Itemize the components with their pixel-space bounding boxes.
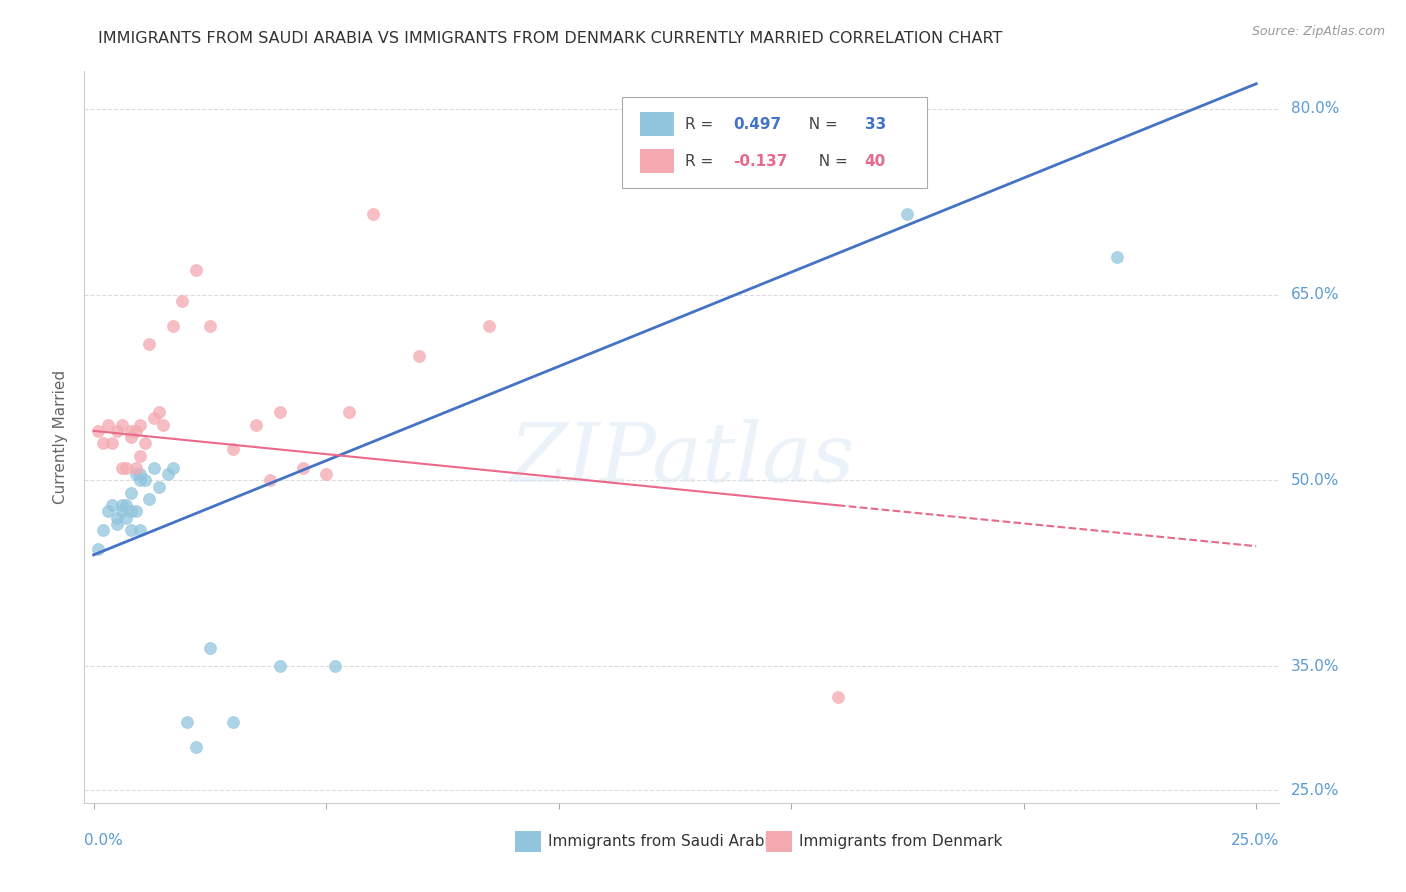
Text: N =: N =	[799, 117, 842, 132]
Point	[129, 523, 152, 537]
Point	[105, 510, 128, 524]
Text: 65.0%: 65.0%	[1291, 287, 1339, 302]
Point	[87, 541, 110, 556]
Point	[110, 417, 132, 432]
Point	[110, 461, 132, 475]
FancyBboxPatch shape	[515, 831, 541, 852]
Point	[827, 690, 849, 705]
Text: Immigrants from Denmark: Immigrants from Denmark	[799, 834, 1002, 849]
Point	[315, 467, 337, 482]
FancyBboxPatch shape	[640, 150, 673, 173]
Point	[91, 523, 114, 537]
Text: 35.0%: 35.0%	[1291, 659, 1339, 674]
Point	[129, 467, 152, 482]
Point	[198, 318, 221, 333]
Point	[120, 486, 142, 500]
Point	[87, 424, 110, 438]
Point	[110, 498, 132, 512]
Point	[129, 474, 152, 488]
Point	[170, 293, 193, 308]
Point	[101, 436, 124, 450]
Point	[120, 504, 142, 518]
Point	[105, 516, 128, 531]
FancyBboxPatch shape	[623, 97, 927, 188]
Point	[896, 207, 918, 221]
Point	[134, 436, 156, 450]
Point	[129, 449, 152, 463]
Text: Source: ZipAtlas.com: Source: ZipAtlas.com	[1251, 25, 1385, 38]
Point	[120, 424, 142, 438]
Point	[259, 474, 281, 488]
Point	[184, 739, 207, 754]
Point	[478, 318, 501, 333]
Text: 25.0%: 25.0%	[1291, 783, 1339, 798]
Text: R =: R =	[686, 117, 718, 132]
Point	[138, 491, 160, 506]
Text: ZIPatlas: ZIPatlas	[509, 419, 855, 499]
Text: 33: 33	[865, 117, 886, 132]
Point	[184, 262, 207, 277]
Text: 0.497: 0.497	[734, 117, 782, 132]
Text: 50.0%: 50.0%	[1291, 473, 1339, 488]
Point	[129, 417, 152, 432]
Point	[124, 424, 146, 438]
Y-axis label: Currently Married: Currently Married	[53, 370, 69, 504]
Point	[198, 640, 221, 655]
Point	[222, 442, 245, 457]
Point	[148, 480, 170, 494]
Point	[339, 405, 361, 419]
Point	[157, 467, 180, 482]
FancyBboxPatch shape	[640, 112, 673, 136]
Text: N =: N =	[808, 153, 852, 169]
Point	[124, 461, 146, 475]
Point	[162, 318, 184, 333]
Point	[222, 715, 245, 730]
Point	[124, 467, 146, 482]
Text: Immigrants from Saudi Arabia: Immigrants from Saudi Arabia	[548, 834, 778, 849]
Text: 80.0%: 80.0%	[1291, 101, 1339, 116]
Point	[1105, 250, 1128, 264]
Point	[269, 405, 291, 419]
Point	[269, 659, 291, 673]
Point	[97, 504, 120, 518]
FancyBboxPatch shape	[766, 831, 792, 852]
Point	[361, 207, 384, 221]
Point	[105, 424, 128, 438]
Point	[110, 504, 132, 518]
Point	[245, 417, 267, 432]
Point	[148, 405, 170, 419]
Text: 25.0%: 25.0%	[1232, 833, 1279, 848]
Point	[138, 337, 160, 351]
Point	[124, 504, 146, 518]
Text: 40: 40	[865, 153, 886, 169]
Point	[115, 498, 138, 512]
Point	[291, 461, 314, 475]
Point	[101, 498, 124, 512]
Point	[408, 350, 430, 364]
Point	[134, 474, 156, 488]
Point	[91, 436, 114, 450]
Point	[143, 411, 166, 425]
Point	[162, 461, 184, 475]
Point	[115, 461, 138, 475]
Text: -0.137: -0.137	[734, 153, 787, 169]
Point	[325, 659, 347, 673]
Point	[120, 523, 142, 537]
Text: IMMIGRANTS FROM SAUDI ARABIA VS IMMIGRANTS FROM DENMARK CURRENTLY MARRIED CORREL: IMMIGRANTS FROM SAUDI ARABIA VS IMMIGRAN…	[98, 31, 1002, 46]
Text: R =: R =	[686, 153, 718, 169]
Point	[152, 417, 174, 432]
Point	[176, 715, 198, 730]
Text: 0.0%: 0.0%	[84, 833, 124, 848]
Point	[115, 510, 138, 524]
Point	[120, 430, 142, 444]
Point	[97, 417, 120, 432]
Point	[143, 461, 166, 475]
